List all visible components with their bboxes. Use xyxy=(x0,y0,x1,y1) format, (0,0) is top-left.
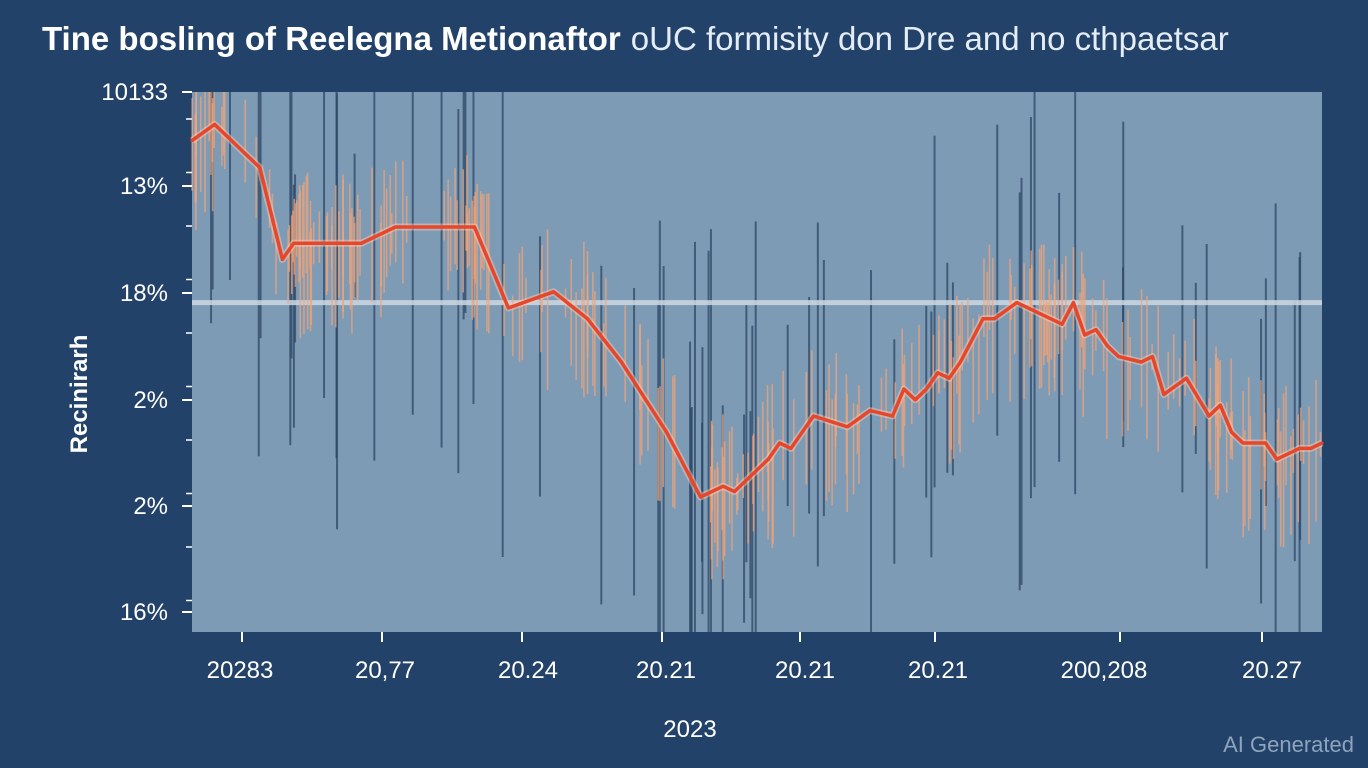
y-axis-label: Recinirarh xyxy=(66,334,93,454)
series-points xyxy=(190,122,1324,499)
series-point xyxy=(552,290,556,294)
series-point xyxy=(925,387,928,391)
series-point xyxy=(280,257,284,261)
x-axis-label: 2023 xyxy=(663,716,716,743)
series-point xyxy=(1184,376,1188,380)
series-point xyxy=(1218,403,1222,407)
series-point xyxy=(1264,441,1267,445)
series-point xyxy=(1309,446,1313,450)
series-point xyxy=(292,241,296,245)
chart-title-main: Tine bosling of Reelegna Metionaftor xyxy=(42,20,621,57)
series-point xyxy=(845,425,849,429)
series-point xyxy=(732,490,736,494)
series-point xyxy=(416,225,420,229)
series-point xyxy=(1151,355,1154,359)
series-point xyxy=(789,446,793,450)
x-tick-label: 20.21 xyxy=(636,657,696,684)
series-point xyxy=(947,376,951,380)
series-point xyxy=(1320,441,1324,445)
series-point xyxy=(970,338,974,342)
series-point xyxy=(247,155,250,159)
series-point xyxy=(1162,392,1166,396)
series-point xyxy=(1275,457,1279,461)
series-point xyxy=(506,306,510,310)
series-point xyxy=(439,225,443,229)
series-point xyxy=(1207,414,1211,418)
series-point xyxy=(393,225,397,229)
y-tick-label: 13% xyxy=(120,173,168,200)
x-tick-label: 200,208 xyxy=(1061,657,1148,684)
series-point xyxy=(213,122,217,126)
series-point xyxy=(1117,355,1121,359)
x-tick-label: 20.21 xyxy=(775,657,835,684)
watermark-label: AI Generated xyxy=(1223,732,1354,757)
series-line xyxy=(190,122,1323,499)
series-point xyxy=(1015,301,1019,305)
y-tick-label: 2% xyxy=(133,387,168,414)
series-point xyxy=(1230,430,1234,434)
series-point xyxy=(958,360,962,364)
y-tick-label: 2% xyxy=(133,493,168,520)
chart-subtitle: oUC formisity don Dre and no cthpaetsar xyxy=(630,20,1229,57)
series-point xyxy=(913,398,917,402)
series-point xyxy=(258,166,262,170)
series-point xyxy=(902,387,906,391)
series-point xyxy=(190,139,194,143)
series-point xyxy=(778,441,782,445)
series-point xyxy=(1297,446,1301,450)
series-point xyxy=(1094,328,1098,332)
x-tick-label: 20,77 xyxy=(355,657,415,684)
series-point xyxy=(665,430,669,434)
series-point xyxy=(1241,441,1245,445)
series-point xyxy=(224,133,228,137)
series-point xyxy=(891,414,895,418)
series-point xyxy=(981,317,985,321)
series-point xyxy=(1038,311,1041,315)
series-point xyxy=(360,241,363,245)
series-point xyxy=(619,360,623,364)
series-point xyxy=(992,317,996,321)
series-point xyxy=(812,414,815,418)
x-tick-label: 20.27 xyxy=(1242,657,1302,684)
series-point xyxy=(1060,322,1064,326)
x-tick-label: 20.21 xyxy=(908,657,968,684)
series-point xyxy=(235,144,239,148)
series-point xyxy=(1083,333,1087,337)
series-point xyxy=(1071,301,1075,305)
y-tick-label: 10133 xyxy=(101,79,168,106)
series-point xyxy=(936,371,940,375)
x-tick-label: 20283 xyxy=(207,657,274,684)
series-point xyxy=(586,317,589,321)
chart-title: Tine bosling of Reelegna Metionaftor oUC … xyxy=(42,20,1229,58)
series-point xyxy=(1286,452,1290,456)
series-point xyxy=(868,409,872,413)
series-point xyxy=(766,457,770,461)
x-tick-label: 20.24 xyxy=(498,657,558,684)
light-spikes xyxy=(191,92,1322,580)
y-tick-label: 16% xyxy=(120,599,168,626)
series-point xyxy=(1105,344,1109,348)
series-point xyxy=(303,241,307,245)
series-point xyxy=(755,468,759,472)
plot-area xyxy=(192,92,1322,632)
series-point xyxy=(699,495,702,499)
y-tick-label: 18% xyxy=(120,280,168,307)
series-point xyxy=(326,241,330,245)
series-point xyxy=(1139,360,1143,364)
series-point xyxy=(473,225,476,229)
series-point xyxy=(721,484,725,488)
